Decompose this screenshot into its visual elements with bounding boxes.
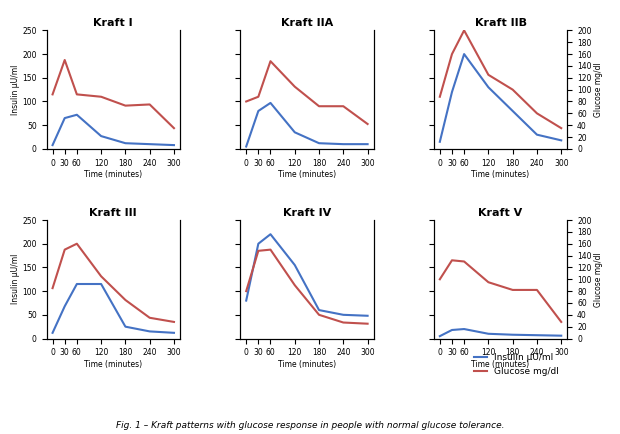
Y-axis label: Insulin μU/ml: Insulin μU/ml bbox=[11, 65, 19, 115]
Y-axis label: Glucose mg/dl: Glucose mg/dl bbox=[595, 252, 603, 307]
Legend: Insulin μU/ml, Glucose mg/dl: Insulin μU/ml, Glucose mg/dl bbox=[470, 350, 563, 380]
X-axis label: Time (minutes): Time (minutes) bbox=[471, 171, 529, 179]
X-axis label: Time (minutes): Time (minutes) bbox=[84, 171, 143, 179]
X-axis label: Time (minutes): Time (minutes) bbox=[471, 360, 529, 369]
X-axis label: Time (minutes): Time (minutes) bbox=[84, 360, 143, 369]
Text: Fig. 1 – Kraft patterns with glucose response in people with normal glucose tole: Fig. 1 – Kraft patterns with glucose res… bbox=[116, 421, 504, 430]
Title: Kraft IV: Kraft IV bbox=[283, 208, 331, 218]
Title: Kraft IIA: Kraft IIA bbox=[281, 18, 333, 28]
Y-axis label: Insulin μU/ml: Insulin μU/ml bbox=[11, 254, 19, 304]
X-axis label: Time (minutes): Time (minutes) bbox=[278, 171, 336, 179]
Title: Kraft IIB: Kraft IIB bbox=[474, 18, 526, 28]
Y-axis label: Glucose mg/dl: Glucose mg/dl bbox=[595, 62, 603, 117]
Title: Kraft I: Kraft I bbox=[94, 18, 133, 28]
Title: Kraft III: Kraft III bbox=[89, 208, 137, 218]
X-axis label: Time (minutes): Time (minutes) bbox=[278, 360, 336, 369]
Title: Kraft V: Kraft V bbox=[479, 208, 523, 218]
